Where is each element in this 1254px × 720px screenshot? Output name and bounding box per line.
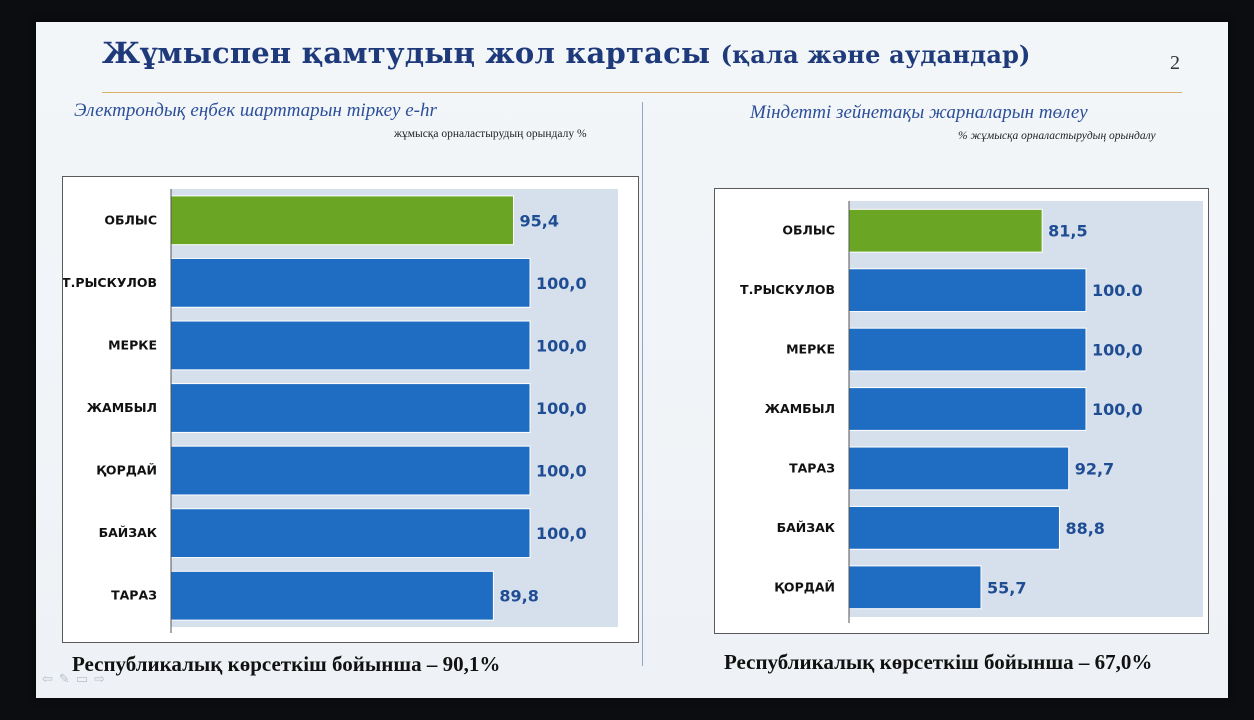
right-bar-chart: ОБЛЫС 81,5 Т.РЫСКУЛОВ 100.0 МЕРКЕ 100,0 ЖАМБЫЛ… [740,201,1203,623]
slide-title-main: Жұмыспен қамтудың жол картасы [102,36,711,70]
left-chart-category-label: БАЙЗАК [99,525,158,540]
left-chart-bar [170,383,531,433]
right-chart-category-label: ЖАМБЫЛ [765,401,835,416]
left-chart-subtitle: Электрондық еңбек шарттарын тіркеу e-hr [74,100,437,121]
left-chart-value-label: 100,0 [536,274,587,293]
right-chart-category-label: Т.РЫСКУЛОВ [740,282,835,297]
right-chart-bar [848,565,982,610]
right-chart-value-label: 100,0 [1092,341,1143,360]
slide-nav: ⇦✎▭⇨ [42,672,111,687]
left-chart-bar [170,508,531,559]
left-chart-value-label: 100,0 [536,462,587,481]
left-chart-category-label: ОБЛЫС [104,212,157,227]
left-chart-category-label: ЖАМБЫЛ [87,400,157,415]
right-chart-value-label: 100.0 [1092,281,1143,300]
right-chart-category-label: ТАРАЗ [789,460,835,475]
column-divider [642,102,643,666]
left-chart-category-label: Т.РЫСКУЛОВ [63,275,157,290]
right-chart-subtitle: Міндетті зейнетақы жарналарын төлеу [750,102,1088,123]
left-chart-bar [170,445,531,496]
left-chart-bar [170,320,531,371]
left-chart-value-label: 89,8 [499,587,538,606]
right-chart-value-label: 92,7 [1075,459,1114,478]
left-chart-value-label: 100,0 [536,336,587,355]
left-chart-bar [170,195,514,246]
left-chart-value-label: 95,4 [519,211,558,230]
slide: Жұмыспен қамтудың жол картасы (қала және… [36,22,1228,698]
left-chart-bar [170,257,531,308]
left-chart-category-label: ТАРАЗ [111,588,157,603]
left-footer-note: Республикалық көрсеткіш бойынша – 90,1% [72,652,501,676]
arrow-left-icon[interactable]: ⇦ [42,672,59,687]
right-chart-value-label: 88,8 [1065,519,1104,538]
right-chart-frame: ОБЛЫС 81,5 Т.РЫСКУЛОВ 100.0 МЕРКЕ 100,0 ЖАМБЫЛ… [714,188,1209,634]
right-chart-bar [848,446,1070,491]
right-footer-note: Республикалық көрсеткіш бойынша – 67,0% [724,650,1153,674]
right-chart-category-label: БАЙЗАК [777,520,836,535]
left-bar-chart: ОБЛЫС 95,4 Т.РЫСКУЛОВ 100,0 МЕРКЕ 100,0 ЖАМБЫЛ… [63,189,618,633]
right-chart-value-label: 55,7 [987,578,1026,597]
left-chart-unit-note: жұмысқа орналастырудың орындалу % [394,128,587,140]
right-chart-bar [848,327,1087,372]
right-chart-bar [848,208,1043,253]
right-chart-value-label: 81,5 [1048,222,1087,241]
left-chart-category-label: МЕРКЕ [108,337,157,352]
right-chart-unit-note: % жұмысқа орналастырудың орындалу [958,130,1156,142]
right-chart-bar [848,387,1087,431]
right-chart-category-label: МЕРКЕ [786,342,835,357]
slide-title-paren: (қала және аудандар) [720,40,1031,69]
arrow-right-icon[interactable]: ⇨ [94,672,112,687]
right-chart-value-label: 100,0 [1092,400,1143,419]
slide-number: 2 [1170,52,1180,74]
left-chart-value-label: 100,0 [536,399,587,418]
left-chart-category-label: ҚОРДАЙ [96,463,157,478]
right-chart-bar [848,505,1060,550]
right-chart-category-label: ОБЛЫС [782,223,835,238]
left-chart-value-label: 100,0 [536,524,587,543]
menu-icon[interactable]: ▭ [75,672,95,687]
right-chart-category-label: ҚОРДАЙ [774,579,835,594]
title-divider [102,92,1182,93]
left-chart-bar [170,570,494,621]
left-chart-frame: ОБЛЫС 95,4 Т.РЫСКУЛОВ 100,0 МЕРКЕ 100,0 ЖАМБЫЛ… [62,176,639,643]
right-chart-bar [848,268,1087,313]
slide-title: Жұмыспен қамтудың жол картасы (қала және… [102,36,1031,70]
pen-icon[interactable]: ✎ [58,672,76,687]
